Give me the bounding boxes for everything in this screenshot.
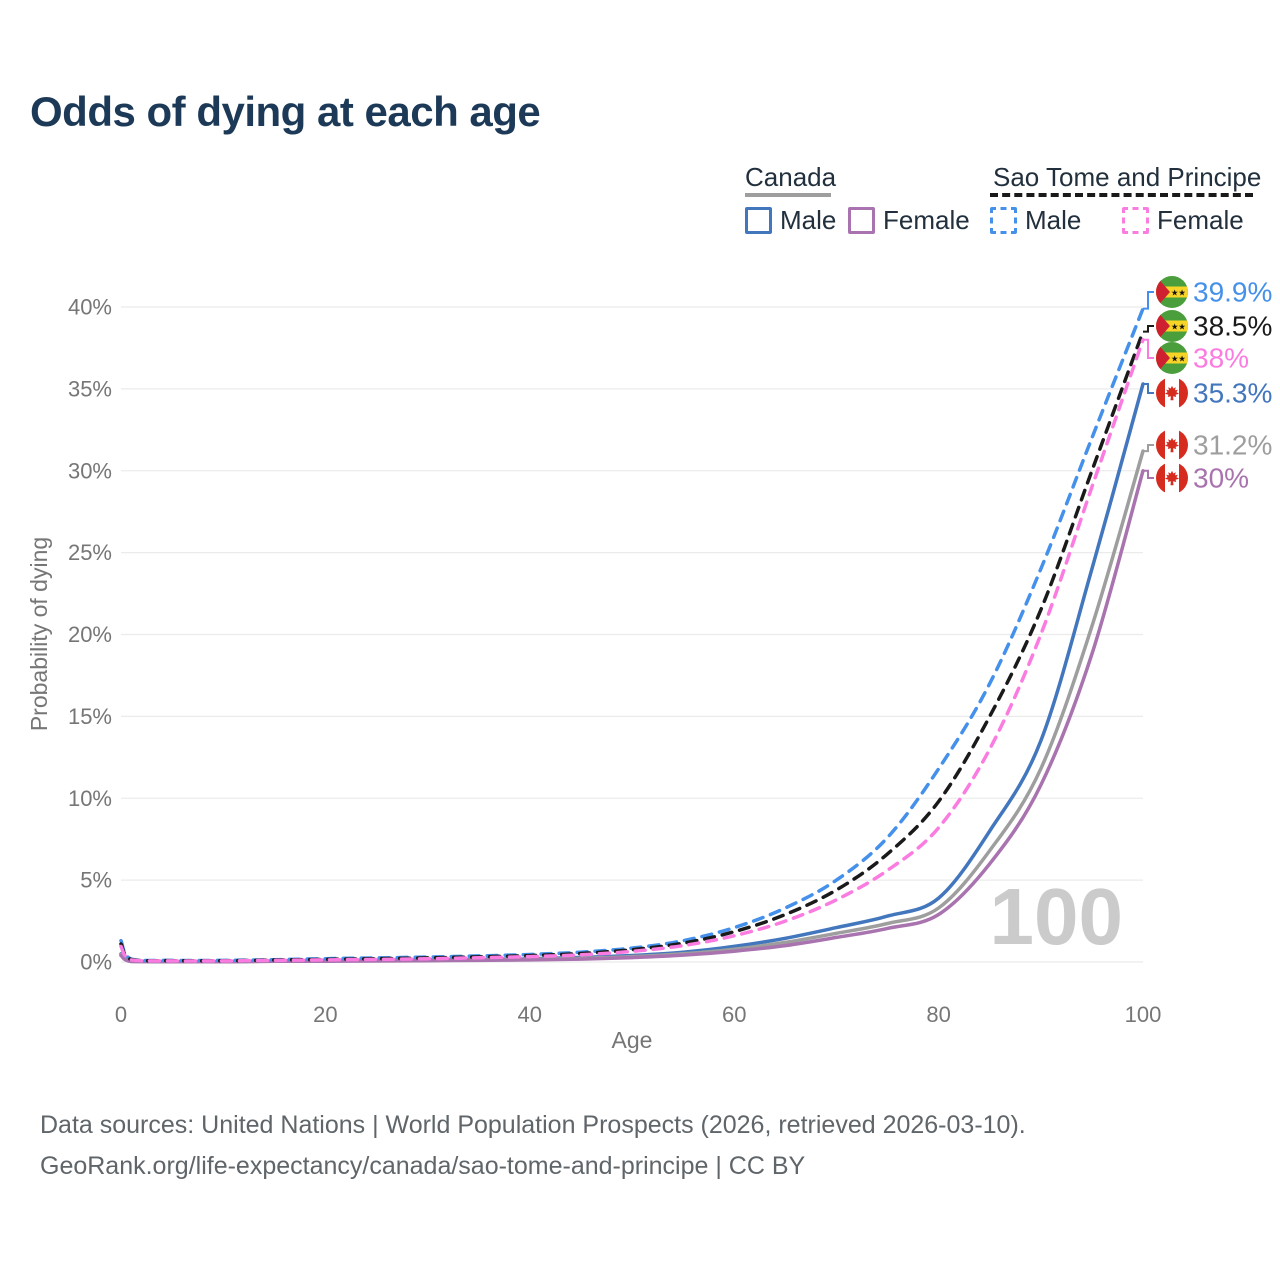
y-tick-label: 10% — [68, 786, 112, 811]
sao-tome-and-principe-flag-icon — [1156, 310, 1188, 342]
end-label-canada-total: 31.2% — [1193, 430, 1272, 461]
legend-item-canada-female[interactable]: Female — [848, 205, 970, 236]
x-tick-label: 60 — [722, 1002, 746, 1027]
connector-canada-total — [1143, 444, 1154, 453]
end-label-stp-male: 39.9% — [1193, 277, 1272, 308]
x-tick-label: 80 — [926, 1002, 950, 1027]
page-title: Odds of dying at each age — [30, 88, 541, 135]
stp-female-checkbox-icon[interactable] — [1122, 207, 1149, 234]
canada-male-checkbox-icon[interactable] — [745, 207, 772, 234]
connector-stp-total — [1143, 325, 1154, 333]
legend: Canada Sao Tome and Principe Male Female… — [745, 162, 1270, 242]
x-tick-label: 40 — [518, 1002, 542, 1027]
x-axis-title: Age — [612, 1027, 653, 1053]
x-tick-label: 20 — [313, 1002, 337, 1027]
sao-tome-and-principe-flag-icon — [1156, 276, 1188, 308]
canada-flag-icon — [1156, 429, 1188, 461]
y-axis-title: Probability of dying — [26, 537, 52, 731]
line-stp-female[interactable] — [119, 338, 1145, 963]
sao-tome-and-principe-flag-icon — [1156, 342, 1188, 374]
legend-label-stp-male: Male — [1025, 205, 1082, 235]
end-label-stp-total: 38.5% — [1193, 311, 1272, 342]
connector-stp-female — [1143, 338, 1154, 359]
legend-item-stp-female[interactable]: Female — [1122, 205, 1244, 236]
y-tick-label: 15% — [68, 704, 112, 729]
canada-flag-icon — [1156, 462, 1188, 494]
legend-label-canada-female: Female — [883, 205, 970, 235]
connector-canada-female — [1143, 469, 1154, 479]
age-watermark: 100 — [990, 872, 1123, 961]
end-label-stp-female: 38% — [1193, 343, 1249, 374]
legend-label-stp-female: Female — [1157, 205, 1244, 235]
line-stp-male[interactable] — [119, 306, 1145, 963]
stp-male-checkbox-icon[interactable] — [990, 207, 1017, 234]
y-tick-label: 25% — [68, 540, 112, 565]
y-tick-label: 35% — [68, 376, 112, 401]
data-sources-text: Data sources: United Nations | World Pop… — [40, 1111, 1026, 1139]
legend-underline-canada — [745, 193, 831, 197]
connector-canada-male — [1143, 383, 1154, 394]
series-lines — [119, 306, 1145, 964]
legend-group-canada[interactable]: Canada — [745, 162, 837, 192]
canada-female-checkbox-icon[interactable] — [848, 207, 875, 234]
y-tick-label: 40% — [68, 295, 112, 320]
footer: Data sources: United Nations | World Pop… — [40, 1105, 1026, 1187]
y-tick-label: 5% — [80, 868, 112, 893]
attribution-text: GeoRank.org/life-expectancy/canada/sao-t… — [40, 1152, 806, 1180]
y-tick-label: 0% — [80, 950, 112, 975]
legend-underline-sao-tome — [990, 193, 1253, 197]
x-tick-label: 100 — [1125, 1002, 1162, 1027]
legend-item-stp-male[interactable]: Male — [990, 205, 1081, 236]
legend-label-canada-male: Male — [780, 205, 837, 235]
end-label-canada-female: 30% — [1193, 463, 1249, 494]
legend-item-canada-male[interactable]: Male — [745, 205, 836, 236]
legend-group-sao-tome[interactable]: Sao Tome and Principe — [993, 162, 1262, 192]
axis-ticks: 0% 5% 10% 15% 20% 25% 30% 35% 40% 0 20 40 60 80 100 — [68, 295, 1161, 1028]
y-tick-label: 20% — [68, 622, 112, 647]
x-tick-label: 0 — [115, 1002, 127, 1027]
end-label-canada-male: 35.3% — [1193, 378, 1272, 409]
canada-flag-icon — [1156, 377, 1188, 409]
end-labels: 39.9%38.5%38% 35.3% 31.2%30% — [1143, 276, 1272, 494]
connector-stp-male — [1143, 291, 1154, 310]
y-tick-label: 30% — [68, 458, 112, 483]
